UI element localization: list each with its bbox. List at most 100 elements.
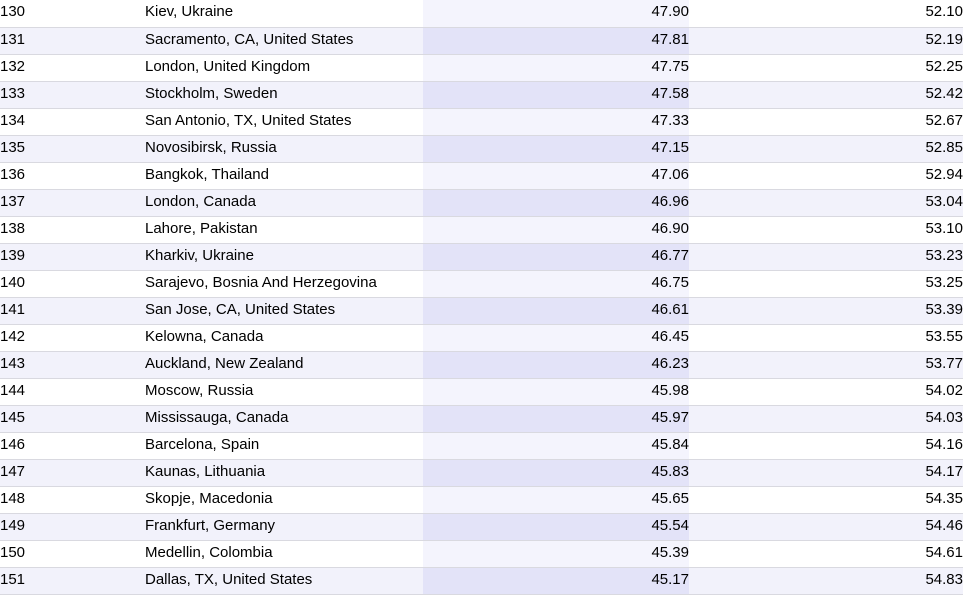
index1-cell: 46.61 <box>423 297 689 325</box>
index2-cell: 53.39 <box>689 297 963 325</box>
rank-cell: 141 <box>0 297 145 325</box>
city-cell: Kiev, Ukraine <box>145 0 423 28</box>
index2-cell: 54.35 <box>689 486 963 514</box>
city-cell: Kaunas, Lithuania <box>145 459 423 487</box>
index1-cell: 45.54 <box>423 513 689 541</box>
index2-cell: 53.04 <box>689 189 963 217</box>
city-cell: Auckland, New Zealand <box>145 351 423 379</box>
table-row: 151 Dallas, TX, United States 45.17 54.8… <box>0 567 963 595</box>
index1-cell: 46.45 <box>423 324 689 352</box>
index2-cell: 52.25 <box>689 54 963 82</box>
index1-cell: 45.97 <box>423 405 689 433</box>
city-cell: Bangkok, Thailand <box>145 162 423 190</box>
city-cell: Frankfurt, Germany <box>145 513 423 541</box>
rank-cell: 144 <box>0 378 145 406</box>
city-cell: Sacramento, CA, United States <box>145 27 423 55</box>
city-cell: Novosibirsk, Russia <box>145 135 423 163</box>
index2-cell: 53.77 <box>689 351 963 379</box>
city-cell: Moscow, Russia <box>145 378 423 406</box>
table-row: 140 Sarajevo, Bosnia And Herzegovina 46.… <box>0 270 963 298</box>
index1-cell: 47.81 <box>423 27 689 55</box>
index2-cell: 52.67 <box>689 108 963 136</box>
index1-cell: 47.15 <box>423 135 689 163</box>
rank-cell: 133 <box>0 81 145 109</box>
city-cell: London, Canada <box>145 189 423 217</box>
index1-cell: 46.96 <box>423 189 689 217</box>
rank-cell: 135 <box>0 135 145 163</box>
table-row: 149 Frankfurt, Germany 45.54 54.46 <box>0 513 963 541</box>
index2-cell: 53.23 <box>689 243 963 271</box>
index2-cell: 54.61 <box>689 540 963 568</box>
index2-cell: 54.17 <box>689 459 963 487</box>
table-row: 142 Kelowna, Canada 46.45 53.55 <box>0 324 963 352</box>
city-cell: Skopje, Macedonia <box>145 486 423 514</box>
table-row: 131 Sacramento, CA, United States 47.81 … <box>0 27 963 55</box>
index1-cell: 45.65 <box>423 486 689 514</box>
rank-cell: 142 <box>0 324 145 352</box>
rank-cell: 139 <box>0 243 145 271</box>
index2-cell: 53.10 <box>689 216 963 244</box>
rank-cell: 143 <box>0 351 145 379</box>
index2-cell: 54.03 <box>689 405 963 433</box>
rank-cell: 137 <box>0 189 145 217</box>
index1-cell: 46.23 <box>423 351 689 379</box>
index2-cell: 52.19 <box>689 27 963 55</box>
rank-cell: 138 <box>0 216 145 244</box>
index1-cell: 47.90 <box>423 0 689 28</box>
table-row: 145 Mississauga, Canada 45.97 54.03 <box>0 405 963 433</box>
rank-cell: 145 <box>0 405 145 433</box>
table-row: 130 Kiev, Ukraine 47.90 52.10 <box>0 0 963 28</box>
index1-cell: 45.84 <box>423 432 689 460</box>
table-row: 144 Moscow, Russia 45.98 54.02 <box>0 378 963 406</box>
table-row: 136 Bangkok, Thailand 47.06 52.94 <box>0 162 963 190</box>
table-row: 148 Skopje, Macedonia 45.65 54.35 <box>0 486 963 514</box>
table-row: 146 Barcelona, Spain 45.84 54.16 <box>0 432 963 460</box>
table-row: 135 Novosibirsk, Russia 47.15 52.85 <box>0 135 963 163</box>
index1-cell: 45.17 <box>423 567 689 595</box>
table-row: 134 San Antonio, TX, United States 47.33… <box>0 108 963 136</box>
rank-cell: 132 <box>0 54 145 82</box>
index2-cell: 52.10 <box>689 0 963 28</box>
index1-cell: 46.77 <box>423 243 689 271</box>
table-row: 137 London, Canada 46.96 53.04 <box>0 189 963 217</box>
index2-cell: 54.46 <box>689 513 963 541</box>
rank-cell: 134 <box>0 108 145 136</box>
table-row: 143 Auckland, New Zealand 46.23 53.77 <box>0 351 963 379</box>
table-row: 141 San Jose, CA, United States 46.61 53… <box>0 297 963 325</box>
index1-cell: 47.33 <box>423 108 689 136</box>
city-cell: Barcelona, Spain <box>145 432 423 460</box>
rank-cell: 136 <box>0 162 145 190</box>
city-cell: Kharkiv, Ukraine <box>145 243 423 271</box>
rank-cell: 140 <box>0 270 145 298</box>
index2-cell: 54.02 <box>689 378 963 406</box>
rank-cell: 148 <box>0 486 145 514</box>
table-row: 139 Kharkiv, Ukraine 46.77 53.23 <box>0 243 963 271</box>
city-cell: Medellin, Colombia <box>145 540 423 568</box>
city-cell: Kelowna, Canada <box>145 324 423 352</box>
rank-cell: 150 <box>0 540 145 568</box>
index2-cell: 53.55 <box>689 324 963 352</box>
index1-cell: 46.90 <box>423 216 689 244</box>
index1-cell: 45.83 <box>423 459 689 487</box>
index2-cell: 54.83 <box>689 567 963 595</box>
table-row: 133 Stockholm, Sweden 47.58 52.42 <box>0 81 963 109</box>
table-row: 138 Lahore, Pakistan 46.90 53.10 <box>0 216 963 244</box>
table-row: 147 Kaunas, Lithuania 45.83 54.17 <box>0 459 963 487</box>
city-cell: Stockholm, Sweden <box>145 81 423 109</box>
rank-cell: 147 <box>0 459 145 487</box>
city-cell: London, United Kingdom <box>145 54 423 82</box>
index1-cell: 47.06 <box>423 162 689 190</box>
city-cell: San Antonio, TX, United States <box>145 108 423 136</box>
rank-cell: 146 <box>0 432 145 460</box>
city-cell: Lahore, Pakistan <box>145 216 423 244</box>
rank-cell: 149 <box>0 513 145 541</box>
index2-cell: 54.16 <box>689 432 963 460</box>
index1-cell: 45.98 <box>423 378 689 406</box>
table-row: 150 Medellin, Colombia 45.39 54.61 <box>0 540 963 568</box>
table-row: 132 London, United Kingdom 47.75 52.25 <box>0 54 963 82</box>
index2-cell: 53.25 <box>689 270 963 298</box>
city-cell: Mississauga, Canada <box>145 405 423 433</box>
index2-cell: 52.42 <box>689 81 963 109</box>
